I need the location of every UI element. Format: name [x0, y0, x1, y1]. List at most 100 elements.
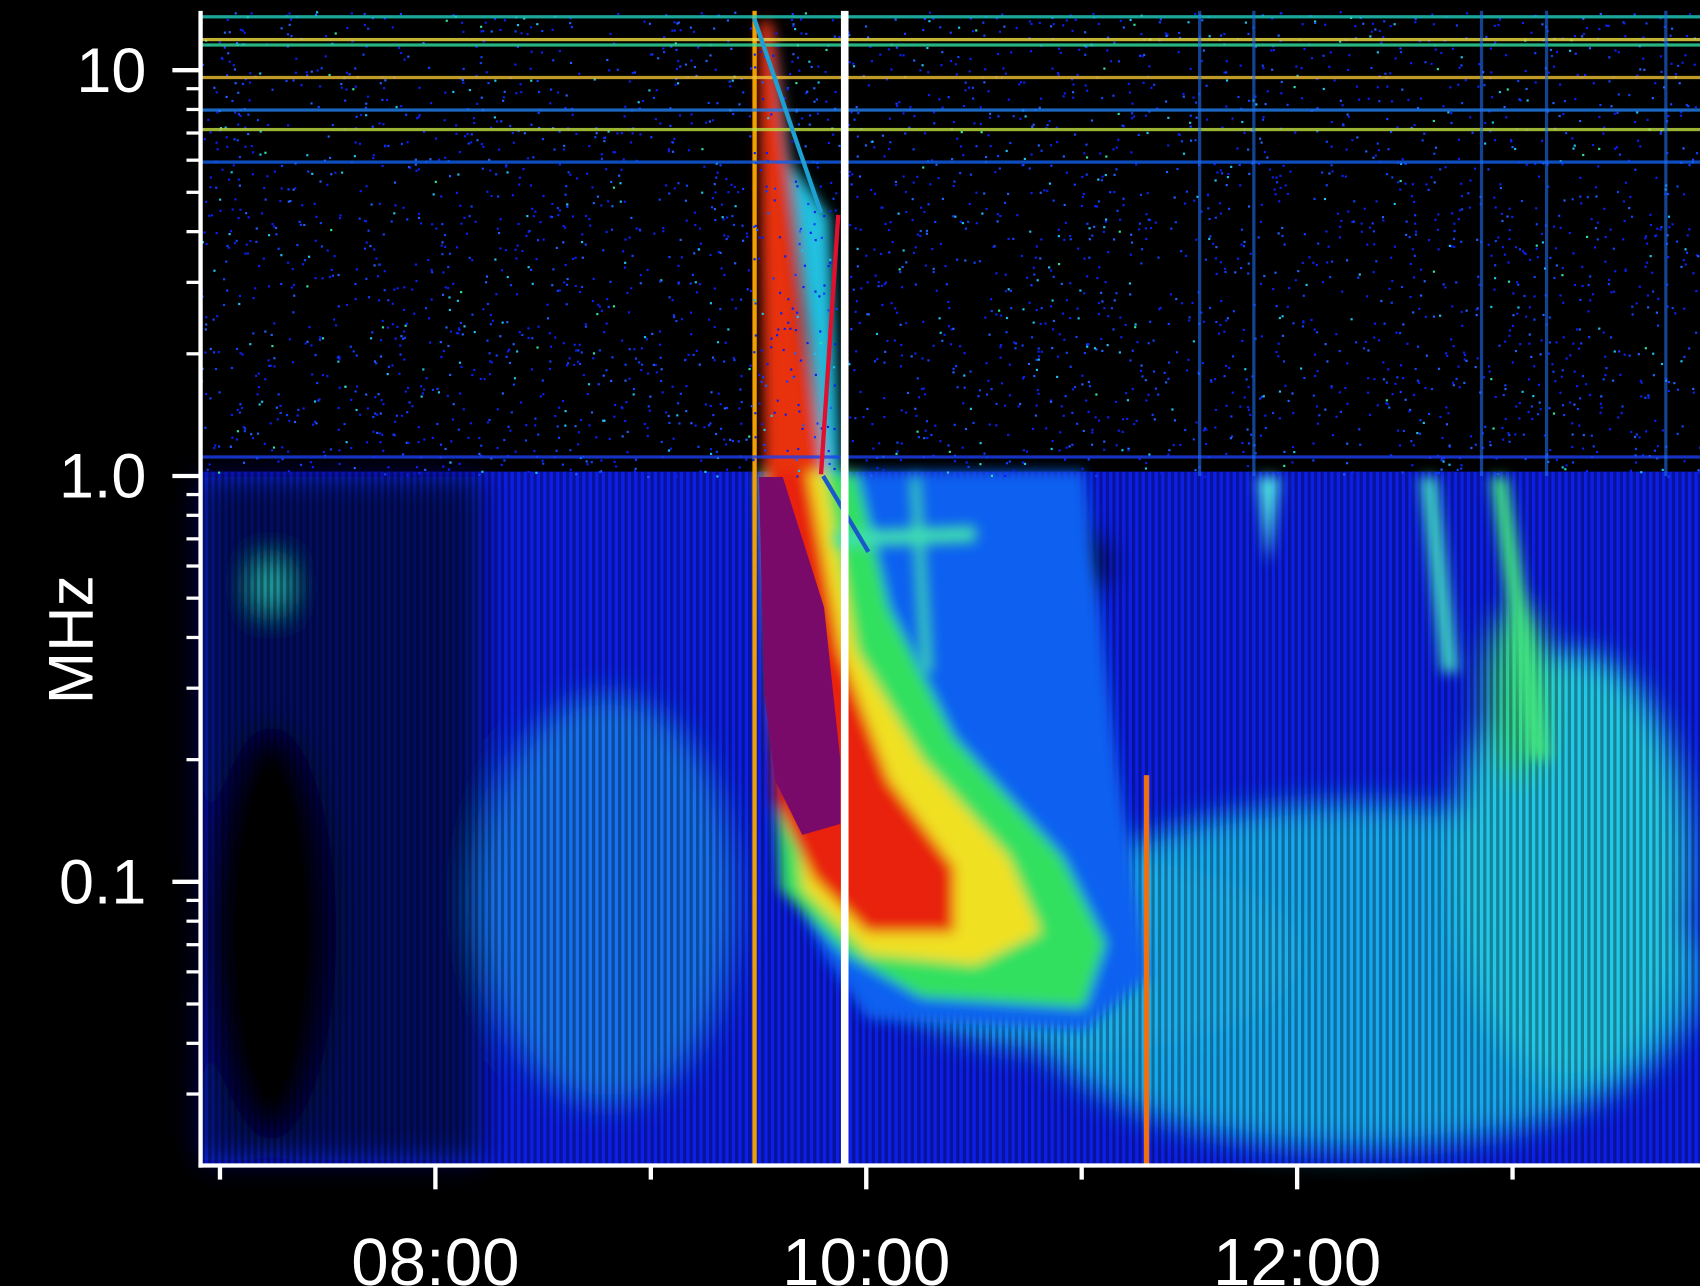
noise-dot	[420, 395, 423, 398]
noise-dot	[1561, 404, 1565, 407]
noise-dot	[286, 33, 290, 36]
noise-dot	[663, 51, 666, 54]
noise-dot	[834, 209, 837, 212]
noise-dot	[600, 309, 603, 312]
noise-dot	[1085, 45, 1088, 49]
noise-dot	[333, 255, 336, 258]
noise-dot	[1214, 216, 1217, 219]
noise-dot	[1406, 342, 1409, 345]
noise-dot	[1594, 227, 1597, 230]
noise-dot	[1313, 328, 1316, 331]
noise-dot	[527, 336, 530, 340]
noise-dot	[1263, 150, 1266, 154]
noise-dot	[1050, 164, 1053, 167]
noise-dot	[713, 359, 716, 362]
noise-dot	[1308, 256, 1311, 259]
noise-dot	[577, 443, 580, 446]
noise-dot	[1399, 51, 1403, 54]
noise-dot	[1229, 437, 1232, 440]
noise-dot	[439, 443, 443, 446]
noise-dot	[684, 199, 687, 202]
noise-dot	[919, 234, 922, 238]
noise-dot	[1371, 222, 1374, 225]
noise-dot	[1414, 21, 1417, 24]
noise-dot	[1373, 336, 1376, 339]
noise-dot	[1223, 330, 1226, 333]
noise-dot	[1310, 318, 1313, 321]
noise-dot	[1395, 331, 1398, 334]
noise-dot	[952, 215, 955, 218]
noise-dot	[1448, 244, 1451, 247]
noise-dot	[1084, 84, 1087, 87]
noise-dot	[1493, 24, 1496, 27]
noise-dot	[753, 351, 756, 354]
noise-dot	[1686, 234, 1689, 237]
noise-dot	[802, 424, 805, 427]
noise-dot	[354, 141, 357, 144]
noise-dot	[569, 468, 572, 471]
noise-dot	[1016, 214, 1019, 217]
noise-dot	[1688, 228, 1691, 231]
noise-dot	[1680, 265, 1683, 269]
noise-dot	[1173, 419, 1177, 422]
noise-dot	[1008, 460, 1011, 463]
noise-dot	[1517, 306, 1520, 309]
noise-dot	[1143, 53, 1146, 57]
noise-dot	[1440, 51, 1443, 55]
noise-dot	[314, 354, 317, 357]
noise-dot	[1558, 214, 1561, 217]
noise-dot	[1321, 171, 1324, 174]
noise-dot	[783, 327, 786, 330]
noise-dot	[1494, 240, 1497, 243]
noise-dot	[480, 96, 483, 99]
noise-dot	[813, 210, 816, 214]
noise-dot	[407, 166, 411, 169]
noise-dot	[1157, 256, 1160, 259]
noise-dot	[992, 245, 995, 249]
noise-dot	[813, 436, 817, 439]
noise-dot	[1215, 272, 1218, 276]
noise-dot	[1121, 449, 1124, 452]
noise-dot	[499, 218, 502, 221]
noise-dot	[996, 220, 999, 223]
noise-dot	[794, 329, 798, 332]
noise-dot	[480, 25, 483, 28]
noise-dot	[753, 298, 756, 302]
noise-dot	[699, 242, 702, 245]
noise-dot	[1056, 140, 1059, 144]
noise-dot	[1115, 292, 1118, 295]
noise-dot	[1402, 377, 1405, 380]
noise-dot	[562, 148, 565, 151]
noise-dot	[1414, 222, 1417, 225]
noise-dot	[1537, 175, 1541, 178]
noise-dot	[895, 452, 898, 455]
noise-dot	[1105, 218, 1108, 221]
noise-dot	[564, 410, 567, 413]
noise-dot	[398, 372, 401, 375]
noise-dot	[1072, 91, 1075, 94]
noise-dot	[1224, 267, 1227, 270]
noise-dot	[517, 222, 520, 226]
noise-dot	[1667, 114, 1670, 118]
noise-dot	[1086, 222, 1089, 225]
noise-dot	[1247, 32, 1250, 36]
noise-dot	[499, 335, 502, 338]
noise-dot	[1239, 184, 1242, 187]
noise-dot	[1064, 221, 1067, 224]
noise-dot	[424, 468, 427, 471]
noise-dot	[488, 352, 491, 355]
noise-dot	[746, 235, 749, 238]
noise-dot	[1542, 313, 1545, 317]
noise-dot	[1573, 403, 1576, 406]
noise-dot	[767, 212, 770, 215]
noise-dot	[1376, 86, 1379, 89]
noise-dot	[721, 216, 724, 219]
noise-dot	[510, 411, 513, 414]
noise-dot	[234, 198, 237, 201]
noise-dot	[1644, 347, 1647, 350]
noise-dot	[1125, 391, 1128, 395]
noise-dot	[1009, 289, 1012, 292]
noise-dot	[1179, 443, 1182, 447]
noise-dot	[300, 84, 303, 87]
noise-dot	[968, 70, 971, 73]
